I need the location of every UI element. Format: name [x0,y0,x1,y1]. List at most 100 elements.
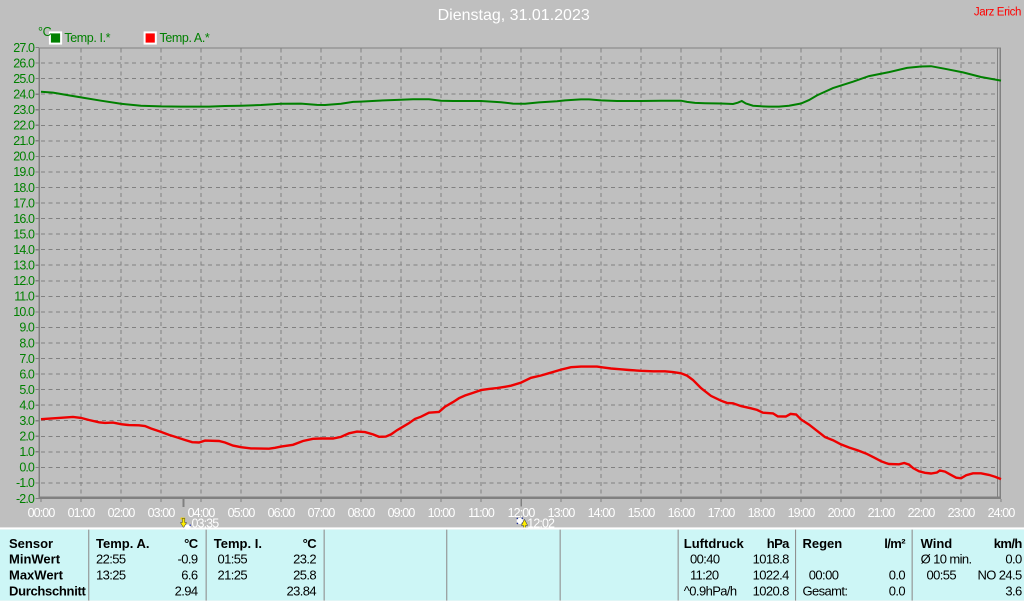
svg-text:11.0: 11.0 [14,290,35,304]
svg-text:-2.0: -2.0 [16,492,35,506]
svg-text:07:00: 07:00 [308,506,336,520]
svg-text:27.0: 27.0 [13,41,35,55]
svg-text:22:55: 22:55 [96,552,126,567]
svg-text:-0.9: -0.9 [177,552,197,567]
svg-text:23.0: 23.0 [13,103,35,117]
svg-text:6.0: 6.0 [19,367,35,381]
svg-text:10:00: 10:00 [428,506,456,520]
svg-text:22:00: 22:00 [908,506,936,520]
svg-text:0.0: 0.0 [19,461,35,475]
svg-text:21:00: 21:00 [868,506,896,520]
svg-text:23.2: 23.2 [293,552,316,567]
svg-text:°C: °C [184,536,199,551]
svg-text:Temp. I.: Temp. I. [214,536,262,551]
svg-text:1020.8: 1020.8 [753,584,790,599]
svg-text:18.0: 18.0 [13,181,35,195]
svg-text:Temp. A.: Temp. A. [96,536,149,551]
svg-text:13:00: 13:00 [548,506,576,520]
svg-text:12.0: 12.0 [13,274,35,288]
svg-text:01:00: 01:00 [68,506,96,520]
svg-text:MinWert: MinWert [9,552,61,567]
svg-text:6.6: 6.6 [181,568,198,583]
svg-text:2.0: 2.0 [19,430,35,444]
svg-text:22.0: 22.0 [13,119,35,133]
svg-text:3.0: 3.0 [19,414,35,428]
svg-text:1.0: 1.0 [19,445,35,459]
svg-text:04:00: 04:00 [188,506,216,520]
svg-text:0.0: 0.0 [889,568,906,583]
svg-text:11:00: 11:00 [468,506,495,520]
svg-text:20:00: 20:00 [828,506,856,520]
svg-text:24.0: 24.0 [13,88,35,102]
svg-text:3.6: 3.6 [1005,584,1022,599]
svg-text:16:00: 16:00 [668,506,696,520]
svg-text:8.0: 8.0 [19,336,35,350]
svg-text:21:25: 21:25 [218,568,248,583]
svg-text:13:25: 13:25 [96,568,126,583]
svg-text:°C: °C [303,536,318,551]
svg-text:Ø 10 min.: Ø 10 min. [921,552,972,567]
svg-text:4.0: 4.0 [19,399,35,413]
svg-text:Gesamt:: Gesamt: [803,584,848,599]
svg-text:^0.9hPa/h: ^0.9hPa/h [684,584,737,599]
svg-text:00:00: 00:00 [809,568,839,583]
svg-text:2.94: 2.94 [175,584,198,599]
svg-text:km/h: km/h [994,536,1023,551]
svg-text:17:00: 17:00 [708,506,736,520]
svg-text:14.0: 14.0 [13,243,35,257]
svg-text:10.0: 10.0 [13,305,35,319]
svg-text:MaxWert: MaxWert [9,568,64,583]
svg-text:23:00: 23:00 [948,506,976,520]
svg-text:0.0: 0.0 [1005,552,1022,567]
svg-text:13.0: 13.0 [13,259,35,273]
svg-text:9.0: 9.0 [19,321,35,335]
svg-text:26.0: 26.0 [13,56,35,70]
svg-text:21.0: 21.0 [13,134,35,148]
svg-text:Sensor: Sensor [9,536,53,551]
svg-text:Regen: Regen [803,536,843,551]
svg-text:NO 24.5: NO 24.5 [977,568,1022,583]
svg-text:19:00: 19:00 [788,506,816,520]
svg-text:7.0: 7.0 [19,352,35,366]
svg-text:hPa: hPa [767,536,790,551]
svg-text:Jarz Erich: Jarz Erich [974,7,1021,19]
svg-text:03:35: 03:35 [192,516,220,530]
svg-text:°C: °C [38,25,52,39]
svg-text:Durchschnitt: Durchschnitt [9,584,87,599]
svg-text:01:55: 01:55 [218,552,248,567]
svg-text:5.0: 5.0 [19,383,35,397]
svg-text:03:00: 03:00 [148,506,176,520]
svg-text:06:00: 06:00 [268,506,296,520]
svg-text:Temp. A.*: Temp. A.* [160,31,210,45]
svg-text:25.8: 25.8 [293,568,316,583]
svg-text:18:00: 18:00 [748,506,776,520]
svg-text:00:40: 00:40 [690,552,720,567]
svg-text:15.0: 15.0 [13,227,35,241]
svg-text:09:00: 09:00 [388,506,416,520]
svg-text:23.84: 23.84 [286,584,316,599]
svg-text:-1.0: -1.0 [16,476,35,490]
svg-text:1022.4: 1022.4 [753,568,790,583]
svg-text:16.0: 16.0 [13,212,35,226]
svg-text:11:20: 11:20 [690,568,719,583]
svg-text:12:00: 12:00 [508,506,536,520]
svg-text:Luftdruck: Luftdruck [684,536,745,551]
svg-text:19.0: 19.0 [13,165,35,179]
svg-text:12:02: 12:02 [527,516,555,530]
svg-text:14:00: 14:00 [588,506,616,520]
svg-text:1018.8: 1018.8 [753,552,790,567]
svg-text:Temp. I.*: Temp. I.* [64,31,110,45]
svg-text:l/m²: l/m² [884,536,906,551]
svg-text:0.0: 0.0 [889,584,906,599]
svg-text:08:00: 08:00 [348,506,376,520]
svg-text:05:00: 05:00 [228,506,256,520]
svg-text:25.0: 25.0 [13,72,35,86]
svg-text:Dienstag, 31.01.2023: Dienstag, 31.01.2023 [438,7,590,24]
svg-text:Wind: Wind [921,536,953,551]
svg-text:17.0: 17.0 [13,196,35,210]
svg-text:15:00: 15:00 [628,506,656,520]
svg-text:00:55: 00:55 [927,568,957,583]
svg-text:20.0: 20.0 [13,150,35,164]
svg-text:00:00: 00:00 [28,506,56,520]
svg-text:24:00: 24:00 [988,506,1016,520]
